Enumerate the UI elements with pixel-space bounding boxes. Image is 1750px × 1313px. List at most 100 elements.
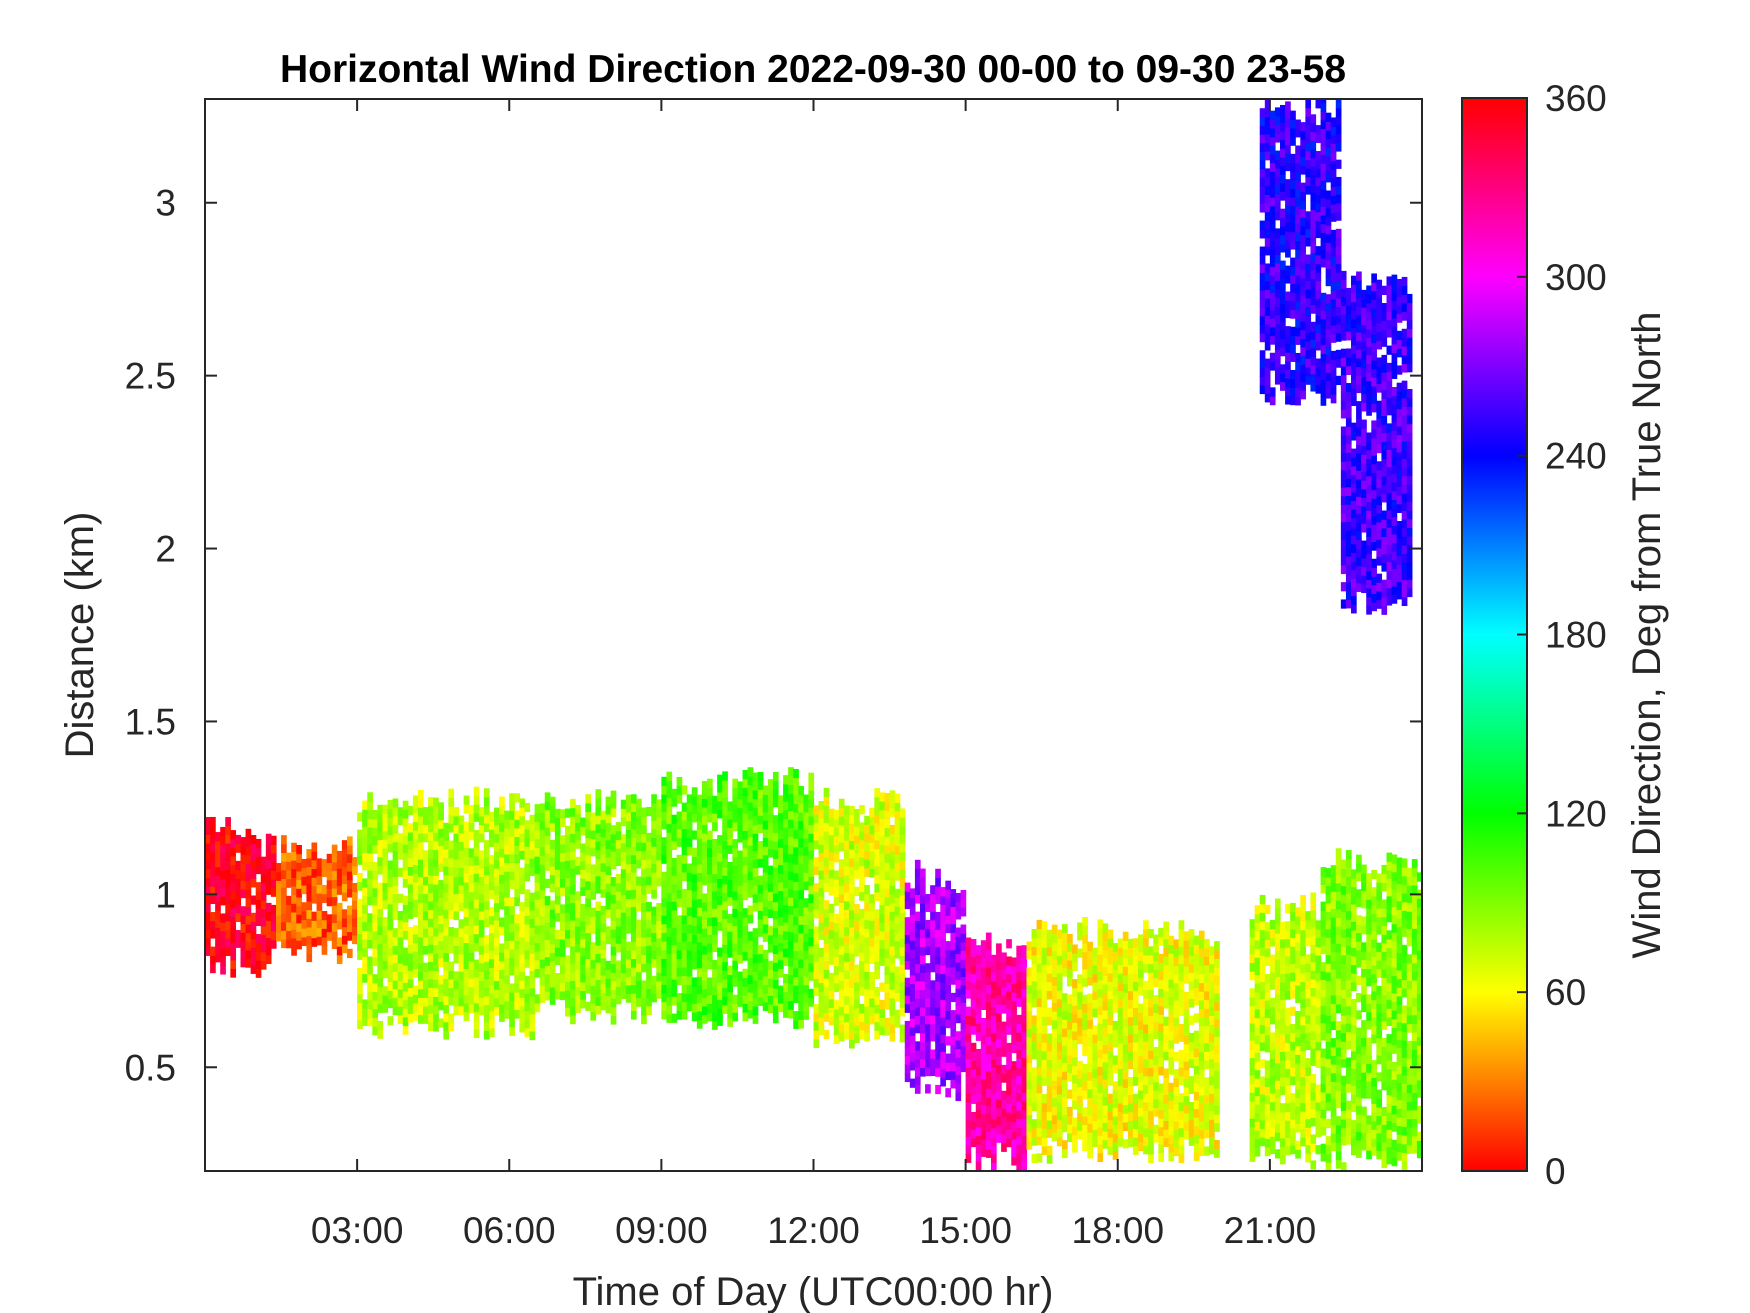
heatmap-cell: [387, 1016, 394, 1026]
heatmap-cell: [468, 805, 475, 815]
heatmap-cell: [1264, 974, 1271, 984]
heatmap-cell: [382, 830, 389, 840]
heatmap-cell: [1254, 1138, 1261, 1148]
heatmap-cell: [1087, 941, 1093, 952]
heatmap-cell: [767, 891, 774, 901]
heatmap-cell: [570, 876, 576, 886]
heatmap-cell: [423, 1014, 429, 1024]
heatmap-cell: [859, 856, 865, 867]
heatmap-cell: [869, 989, 875, 999]
heatmap-cell: [296, 879, 302, 889]
heatmap-cell: [1132, 1007, 1139, 1017]
heatmap-cell: [925, 971, 931, 982]
heatmap-cell: [1315, 920, 1322, 930]
heatmap-cell: [752, 928, 759, 938]
heatmap-cell: [975, 997, 982, 1007]
heatmap-cell: [813, 822, 820, 832]
heatmap-cell: [950, 1079, 957, 1089]
heatmap-cell: [767, 805, 774, 815]
heatmap-cell: [544, 991, 551, 1001]
heatmap-cell: [382, 994, 389, 1005]
heatmap-cell: [919, 1015, 926, 1025]
heatmap-cell: [696, 1010, 703, 1021]
heatmap-cell: [1026, 1097, 1033, 1107]
heatmap-cell: [580, 869, 586, 879]
heatmap-cell: [357, 993, 363, 1004]
heatmap-cell: [1026, 1002, 1033, 1012]
heatmap-cell: [1193, 1082, 1200, 1092]
heatmap-cell: [843, 978, 850, 988]
heatmap-cell: [747, 801, 754, 812]
heatmap-cell: [798, 984, 804, 995]
heatmap-cell: [438, 923, 444, 933]
heatmap-cell: [392, 945, 399, 955]
heatmap-cell: [448, 883, 455, 894]
heatmap-cell: [1067, 977, 1073, 987]
heatmap-cell: [336, 937, 343, 947]
heatmap-cell: [686, 1001, 693, 1012]
heatmap-cell: [1031, 1093, 1038, 1103]
heatmap-cell: [803, 1010, 810, 1020]
heatmap-cell: [595, 996, 602, 1006]
heatmap-cell: [778, 855, 784, 866]
heatmap-cell: [1285, 921, 1291, 931]
heatmap-cell: [818, 887, 825, 897]
heatmap-cell: [1067, 959, 1073, 970]
heatmap-cell: [707, 873, 713, 884]
heatmap-cell: [823, 856, 830, 867]
heatmap-cell: [894, 802, 901, 812]
heatmap-cell: [1168, 1065, 1175, 1075]
heatmap-cell: [1001, 1142, 1007, 1152]
heatmap-cell: [1148, 980, 1154, 991]
heatmap-cell: [1132, 1024, 1139, 1034]
heatmap-cell: [960, 1002, 967, 1012]
heatmap-cell: [1335, 1081, 1342, 1091]
heatmap-cell: [382, 865, 389, 875]
heatmap-cell: [1011, 1095, 1017, 1106]
heatmap-cell: [772, 970, 779, 981]
heatmap-cell: [803, 950, 810, 960]
heatmap-cell: [1153, 1012, 1159, 1022]
heatmap-cell: [1183, 1026, 1190, 1036]
heatmap-cell: [823, 787, 830, 798]
heatmap-cell: [1082, 977, 1088, 987]
heatmap-cell: [1158, 1126, 1164, 1136]
heatmap-cell: [306, 857, 313, 867]
heatmap-cell: [1300, 1042, 1306, 1052]
heatmap-cell: [509, 793, 515, 803]
heatmap-cell: [666, 780, 673, 790]
heatmap-cell: [737, 885, 744, 895]
heatmap-cell: [727, 1000, 733, 1010]
heatmap-cell: [433, 987, 439, 998]
heatmap-cell: [722, 935, 728, 945]
heatmap-cell: [884, 1017, 891, 1028]
heatmap-cell: [1214, 1036, 1220, 1046]
heatmap-cell: [367, 887, 373, 897]
heatmap-cell: [1031, 1084, 1038, 1094]
heatmap-cell: [362, 1016, 368, 1026]
heatmap-cell: [686, 837, 693, 847]
heatmap-cell: [1117, 1128, 1124, 1138]
heatmap-cell: [1188, 1119, 1195, 1129]
heatmap-cell: [798, 794, 804, 804]
heatmap-cell: [590, 950, 597, 961]
heatmap-cell: [1310, 1082, 1317, 1092]
heatmap-cell: [1290, 1041, 1296, 1051]
heatmap-cell: [828, 990, 835, 1000]
heatmap-cell: [250, 947, 257, 957]
heatmap-cell: [889, 997, 896, 1008]
heatmap-cell: [1051, 1037, 1058, 1047]
heatmap-cell: [610, 998, 617, 1008]
heatmap-cell: [402, 826, 409, 836]
heatmap-cell: [473, 916, 480, 926]
heatmap-cell: [514, 810, 520, 820]
heatmap-cell: [793, 898, 799, 908]
heatmap-cell: [843, 935, 850, 945]
heatmap-cell: [205, 903, 211, 913]
heatmap-cell: [707, 960, 713, 970]
heatmap-cell: [605, 831, 612, 841]
heatmap-cell: [772, 797, 779, 808]
heatmap-cell: [899, 1007, 906, 1017]
heatmap-cell: [788, 914, 794, 924]
